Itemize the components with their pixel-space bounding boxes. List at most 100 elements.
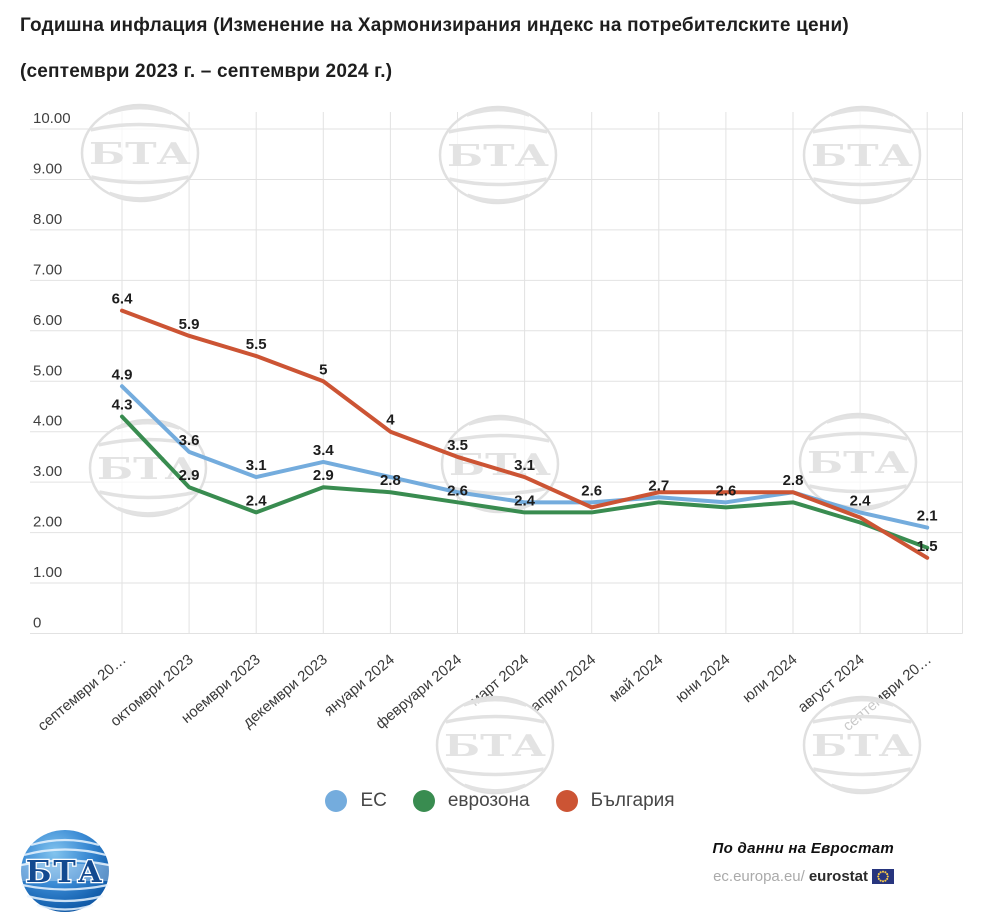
watermark-arc	[830, 697, 894, 707]
watermark-globe	[802, 105, 922, 205]
data-label: 5.9	[179, 316, 200, 333]
watermark-globe	[435, 695, 555, 795]
watermark-arc	[812, 767, 912, 777]
watermark-text: БТА	[807, 446, 910, 481]
y-tick-label: 0	[33, 615, 41, 632]
data-label: 2.4	[850, 492, 872, 509]
data-label: 2.1	[917, 508, 938, 525]
watermark-arc	[826, 414, 890, 424]
y-tick-label: 7.00	[33, 261, 62, 278]
bta-logo-text: БТА	[26, 855, 104, 890]
watermark-arc	[90, 175, 190, 185]
watermark-text: БТА	[89, 137, 192, 172]
data-label: 3.1	[514, 457, 535, 474]
watermark-arc	[463, 783, 527, 793]
watermark-arc	[445, 767, 545, 777]
bta-watermark-icon: БТА	[80, 103, 200, 203]
watermark-globe	[88, 418, 208, 518]
data-label: 2.4	[246, 492, 268, 509]
data-label: 2.9	[313, 467, 334, 484]
y-tick-label: 5.00	[33, 362, 62, 379]
data-label: 3.4	[313, 442, 335, 459]
watermark-globe	[438, 105, 558, 205]
eu-flag-star	[881, 870, 885, 873]
eu-flag-star	[886, 877, 889, 880]
watermark-arc	[108, 105, 172, 115]
watermark-arc	[468, 416, 532, 426]
watermark-text: БТА	[447, 139, 550, 174]
data-label: 3.5	[447, 437, 468, 454]
watermark-arc	[812, 124, 912, 134]
watermark-arc	[116, 506, 180, 516]
watermark-globe	[802, 695, 922, 795]
watermark-globe	[80, 103, 200, 203]
watermark-arc	[445, 714, 545, 724]
watermark-arc	[830, 193, 894, 203]
eu-flag-star	[877, 873, 880, 876]
watermark-arc	[98, 437, 198, 447]
bta-watermark-icon: БТА	[798, 412, 918, 512]
watermark-arc	[108, 191, 172, 201]
bta-watermark-icon: БТА	[440, 414, 560, 514]
watermark-arc	[812, 177, 912, 187]
legend-label: еврозона	[447, 790, 530, 811]
url-domain: eurostat	[808, 868, 868, 885]
data-label: 2.6	[447, 482, 468, 499]
series-line-bulgaria	[120, 308, 930, 560]
watermark-arc	[90, 122, 190, 132]
series-line-eurozone	[120, 414, 930, 550]
data-label: 2.9	[179, 467, 200, 484]
eu-flag-star	[877, 875, 880, 878]
eu-flag-icon	[872, 869, 894, 884]
x-tick-label: юни 2024	[672, 651, 733, 706]
watermark-arc	[448, 177, 548, 187]
x-tick-label: април 2024	[527, 651, 599, 715]
y-tick-label: 2.00	[33, 514, 62, 531]
series-lines	[120, 308, 930, 560]
legend-item-eurozone: еврозона	[412, 790, 530, 812]
data-label: 5	[319, 361, 327, 378]
watermark-arc	[808, 484, 908, 494]
source-credit: По данни на Евростат	[712, 840, 894, 857]
chart-legend: ЕС еврозона България	[0, 786, 1000, 816]
y-tick-label: 8.00	[33, 211, 62, 228]
chart-subtitle: (септември 2023 г. – септември 2024 г.)	[20, 61, 393, 82]
bta-watermark-icon: БТА	[435, 695, 555, 795]
bta-logo-globe: БТА	[19, 830, 111, 912]
data-label: 4	[386, 412, 395, 429]
data-label: 6.4	[112, 291, 134, 308]
y-tick-label: 9.00	[33, 160, 62, 177]
watermark-arc	[830, 783, 894, 793]
legend-dot	[412, 790, 435, 812]
legend-dot	[325, 790, 348, 812]
data-label: 2.8	[783, 472, 804, 489]
y-tick-label: 1.00	[33, 564, 62, 581]
eu-flag-star	[886, 875, 889, 878]
legend-item-bulgaria: България	[555, 790, 675, 812]
legend-item-eu: ЕС	[325, 790, 387, 812]
bta-watermark-icon: БТА	[802, 695, 922, 795]
watermark-arc	[450, 486, 550, 496]
y-tick-label: 4.00	[33, 413, 62, 430]
watermark-globe	[440, 414, 560, 514]
data-label: 2.4	[514, 492, 536, 509]
eu-flag-star	[884, 879, 887, 882]
bta-watermark-icon: БТА	[802, 105, 922, 205]
legend-label: България	[590, 790, 675, 811]
watermark-text: БТА	[444, 729, 547, 764]
eu-flag-star	[879, 879, 882, 882]
data-label: 4.9	[112, 366, 133, 383]
watermark-arc	[830, 107, 894, 117]
watermark-arc	[450, 433, 550, 443]
watermark-arc	[812, 714, 912, 724]
eu-flag-star	[886, 873, 889, 876]
legend-dot	[555, 790, 578, 812]
y-tick-label: 3.00	[33, 463, 62, 480]
watermark-arc	[98, 490, 198, 500]
watermark-arc	[463, 697, 527, 707]
watermark-arc	[448, 124, 548, 134]
eu-flag-star	[879, 871, 882, 874]
watermark-text: БТА	[811, 139, 914, 174]
eu-flag-star	[881, 880, 885, 883]
